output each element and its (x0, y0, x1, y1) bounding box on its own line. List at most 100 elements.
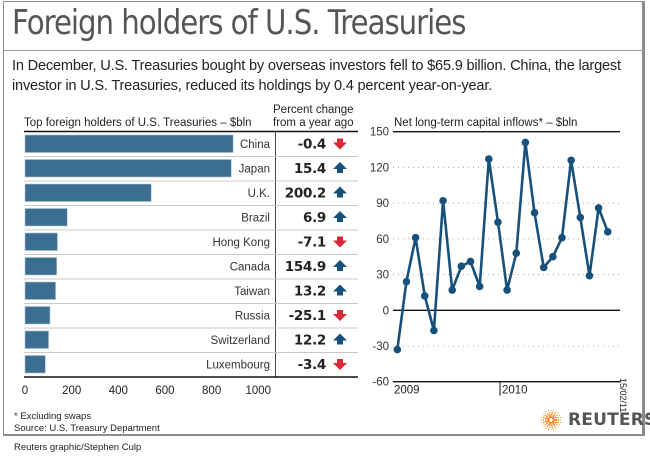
logo-dot (541, 424, 543, 426)
logo-dot (557, 412, 559, 414)
data-point (530, 208, 539, 217)
y-tick-label: 60 (376, 234, 389, 246)
footnote-swaps: * Excluding swaps (14, 411, 92, 422)
x-tick-label: 1000 (246, 385, 272, 397)
bar-category-label: Hong Kong (212, 237, 270, 249)
logo-dot (550, 424, 553, 427)
data-point (585, 271, 594, 280)
logo-dot (546, 425, 548, 428)
logo-dot (545, 410, 547, 412)
chart-frame (3, 1, 645, 436)
logo-dot (540, 422, 542, 424)
logo-dot (547, 429, 549, 431)
bar-row: Luxembourg -3.4 (24, 352, 358, 374)
pct-change-value: 13.2 (294, 284, 326, 300)
logo-dot (554, 416, 557, 419)
line-chart-title: Net long-term capital inflows* – $bln (394, 117, 578, 129)
bar-row: Switzerland 12.2 (24, 327, 358, 349)
logo-dot (542, 419, 545, 421)
logo-dot (541, 414, 543, 416)
x-label-2009: 2009 (394, 385, 420, 397)
logo-dot (555, 410, 557, 412)
x-tick-label: 600 (155, 385, 174, 397)
bar-category-label: Japan (239, 164, 270, 176)
logo-dot (554, 425, 556, 428)
data-point (439, 196, 447, 205)
logo-dot (559, 424, 561, 426)
logo-dot (545, 422, 549, 425)
bar-row: Canada 154.9 (24, 254, 358, 276)
bar-category-label: Brazil (241, 213, 270, 225)
logo-dot (544, 417, 547, 420)
logo-dot (553, 429, 555, 431)
pct-change-value: 6.9 (303, 210, 326, 226)
bar (24, 257, 58, 276)
logo-dot (556, 414, 558, 416)
logo-dot (551, 421, 555, 424)
logo-dot (560, 419, 562, 421)
data-point (521, 138, 530, 147)
logo-dot (546, 419, 550, 423)
pct-change-header-line1: Percent change (273, 104, 354, 116)
bar (24, 330, 49, 349)
arrow-up-icon (333, 162, 347, 173)
logo-dot (543, 416, 545, 419)
pct-change-value: 12.2 (294, 333, 326, 349)
logo-dot (551, 411, 554, 414)
data-point (457, 262, 466, 271)
logo-dot (544, 424, 546, 426)
data-point (466, 257, 475, 266)
bar (24, 306, 51, 325)
footnote: * Excluding swaps Source: U.S. Treasury … (14, 411, 160, 435)
bar-row: Russia -25.1 (24, 303, 358, 325)
y-tick-label: 120 (370, 162, 389, 174)
logo-dot (557, 421, 559, 424)
pct-change-value: 154.9 (285, 259, 326, 275)
bar-category-label: Russia (235, 311, 271, 323)
data-point (485, 155, 493, 163)
logo-dot (560, 422, 562, 424)
logo-dot (548, 426, 551, 429)
arrow-up-icon (333, 260, 347, 271)
footnote-source: Source: U.S. Treasury Department (14, 423, 160, 434)
data-point (448, 286, 457, 294)
x-tick-label: 200 (62, 385, 81, 397)
arrow-up-icon (333, 284, 347, 296)
logo-dot (548, 415, 552, 419)
data-point (420, 292, 429, 300)
data-point (494, 218, 502, 226)
arrow-up-icon (333, 333, 347, 345)
logo-dot (540, 416, 542, 418)
x-tick-label: 400 (109, 385, 128, 397)
reuters-logo: REUTERS (540, 409, 650, 431)
pct-change-header-line2: from a year ago (273, 117, 354, 129)
bar-category-label: Switzerland (211, 335, 270, 347)
bar (24, 208, 68, 227)
data-point (558, 233, 566, 242)
bar (24, 183, 152, 202)
pct-change-value: -25.1 (289, 308, 326, 324)
logo-dot (557, 419, 560, 421)
arrow-down-icon (333, 310, 347, 321)
x-tick-label: 800 (202, 385, 221, 397)
logo-dot (556, 424, 558, 426)
arrow-down-icon (333, 236, 347, 248)
y-tick-label: 0 (383, 305, 389, 317)
logo-dot (543, 426, 545, 428)
bar-row: Taiwan 13.2 (24, 278, 358, 300)
arrow-down-icon (333, 138, 347, 150)
y-tick-label: -60 (372, 377, 389, 389)
arrow-down-icon (333, 359, 347, 370)
logo-dot (555, 428, 557, 430)
data-point (475, 282, 484, 291)
logo-dot (546, 412, 548, 415)
pct-change-value: -0.4 (298, 137, 326, 153)
bar-row: Japan 15.4 (24, 156, 358, 178)
data-point (411, 233, 420, 242)
logo-dot (550, 413, 553, 416)
logo-dot (560, 416, 562, 418)
intro-text: In December, U.S. Treasuries bought by o… (12, 58, 621, 94)
bar-row: Hong Kong -7.1 (24, 229, 358, 251)
data-point (603, 228, 612, 236)
logo-dot (544, 420, 547, 423)
